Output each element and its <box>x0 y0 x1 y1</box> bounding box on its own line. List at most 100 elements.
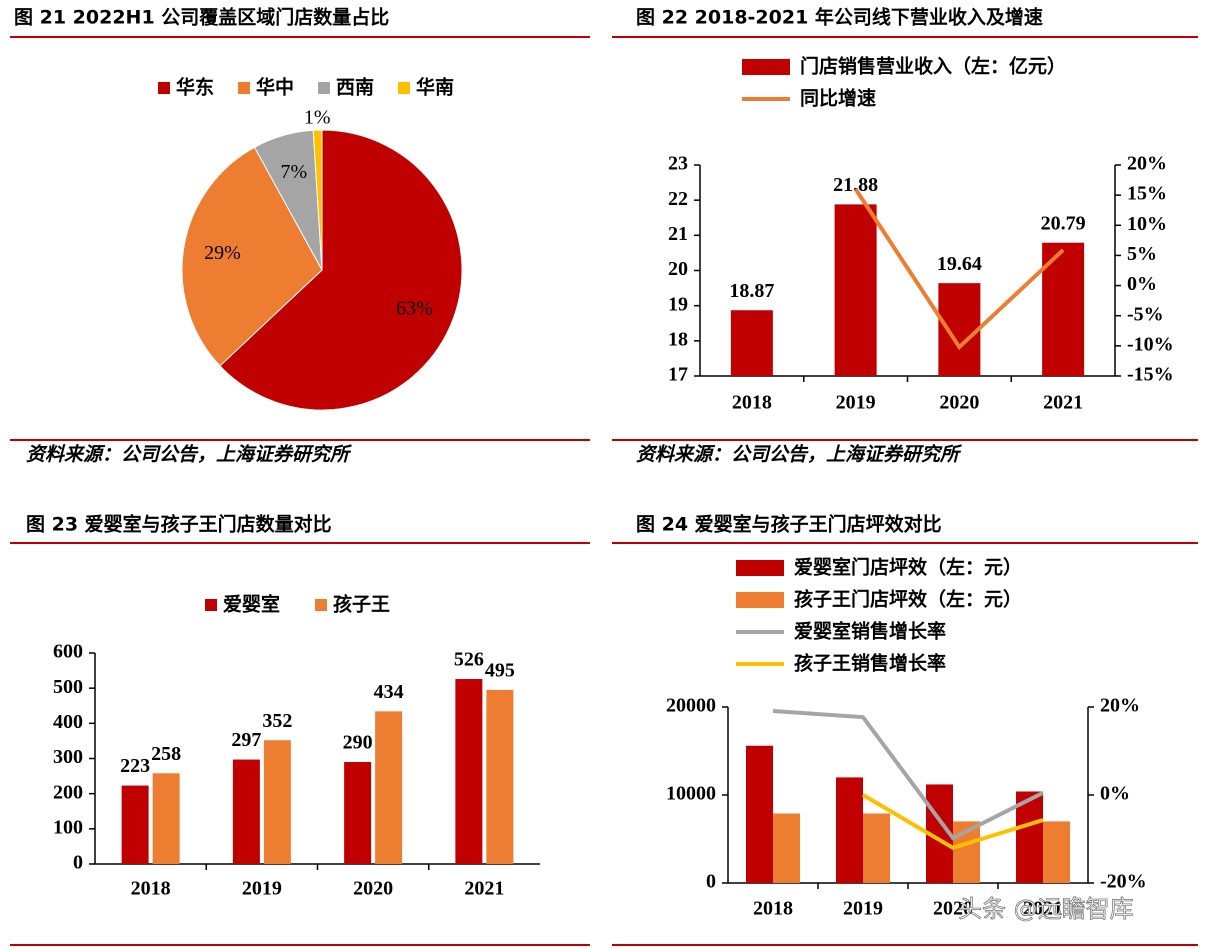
y-tick-label: 20000 <box>666 695 716 717</box>
y-tick-label: 18 <box>668 328 688 350</box>
legend-swatch <box>736 592 784 608</box>
y2-tick-label: -15% <box>1127 364 1174 386</box>
y2-tick-label: 5% <box>1127 243 1157 265</box>
data-label: 290 <box>343 732 373 754</box>
y-tick-label: 600 <box>53 641 83 663</box>
watermark: 头条 @远瞻智库 <box>958 895 1134 923</box>
bar <box>730 310 773 376</box>
x-tick-label: 2019 <box>242 878 282 900</box>
line <box>772 708 1044 841</box>
data-label: 434 <box>374 681 404 703</box>
pie-slice <box>219 129 463 411</box>
y-tick-label: 0 <box>706 871 716 893</box>
bar <box>863 813 890 883</box>
y-tick-label: 21 <box>668 223 688 245</box>
legend-label: 孩子王门店坪效（左：元） <box>794 588 1022 611</box>
y-tick-label: 23 <box>668 153 688 175</box>
y2-tick-label: 0% <box>1127 273 1157 295</box>
line <box>861 793 1044 850</box>
bar <box>1043 821 1070 883</box>
data-label: 29% <box>204 242 241 264</box>
bar <box>121 785 149 864</box>
legend-label: 同比增速 <box>800 87 876 110</box>
legend-swatch <box>315 599 327 611</box>
source: 资料来源：公司公告，上海证券研究所 <box>636 444 962 466</box>
data-label: 297 <box>231 729 261 751</box>
legend-label: 华东 <box>176 76 214 99</box>
bar <box>375 711 403 864</box>
chart-title: 图 22 2018-2021 年公司线下营业收入及增速 <box>636 6 1043 29</box>
data-label: 63% <box>396 298 433 320</box>
line <box>853 188 1065 351</box>
legend-label: 西南 <box>336 77 374 99</box>
x-tick-label: 2018 <box>131 878 171 900</box>
y-tick-label: 0 <box>73 852 83 874</box>
bar <box>773 813 800 883</box>
y2-tick-label: -10% <box>1127 333 1174 355</box>
y2-tick-label: 20% <box>1100 695 1140 717</box>
y-tick-label: 300 <box>53 746 83 768</box>
legend-swatch <box>238 82 250 94</box>
y2-tick-label: -5% <box>1127 303 1164 325</box>
x-tick-label: 2019 <box>836 392 876 414</box>
data-label: 20.79 <box>1041 212 1086 234</box>
x-tick-label: 2020 <box>939 392 979 414</box>
y2-tick-label: 10% <box>1127 213 1167 235</box>
data-label: 21.88 <box>833 174 878 196</box>
y-tick-label: 200 <box>53 781 83 803</box>
chart-title: 图 21 2022H1 公司覆盖区域门店数量占比 <box>14 6 389 29</box>
legend-label: 华中 <box>256 76 294 99</box>
data-label: 7% <box>281 161 308 183</box>
data-label: 223 <box>120 755 150 777</box>
legend-label: 爱婴室 <box>223 593 280 616</box>
x-tick-label: 2018 <box>732 392 772 414</box>
legend-swatch <box>398 82 410 94</box>
y-tick-label: 22 <box>668 188 688 210</box>
pie-slice <box>312 129 323 271</box>
y-tick-label: 400 <box>53 711 83 733</box>
legend-label: 爱婴室销售增长率 <box>794 620 946 643</box>
bar <box>455 679 483 864</box>
data-label: 258 <box>151 743 181 765</box>
x-tick-label: 2020 <box>933 898 973 920</box>
chart-title: 图 23 爱婴室与孩子王门店数量对比 <box>26 513 332 536</box>
legend-swatch <box>318 82 330 94</box>
bar <box>834 204 877 376</box>
bar <box>746 745 773 883</box>
y2-tick-label: 0% <box>1100 783 1130 805</box>
legend-label: 华南 <box>416 76 454 99</box>
data-label: 526 <box>454 649 484 671</box>
legend-label: 门店销售营业收入（左：亿元） <box>800 55 1066 78</box>
x-tick-label: 2020 <box>353 878 393 900</box>
data-label: 1% <box>304 106 331 128</box>
data-label: 19.64 <box>937 253 982 275</box>
y-tick-label: 100 <box>53 816 83 838</box>
bar <box>836 777 863 883</box>
bar <box>152 773 180 864</box>
y-tick-label: 20 <box>668 258 688 280</box>
x-tick-label: 2021 <box>464 878 504 900</box>
y-tick-label: 500 <box>53 676 83 698</box>
bar <box>232 759 260 864</box>
bar <box>486 689 514 864</box>
y2-tick-label: 20% <box>1127 153 1167 175</box>
legend-label: 爱婴室门店坪效（左：元） <box>794 556 1022 579</box>
legend-label: 孩子王销售增长率 <box>794 652 946 675</box>
x-tick-label: 2018 <box>753 898 793 920</box>
bar <box>938 283 981 376</box>
data-label: 495 <box>485 660 515 682</box>
pie-slice <box>181 146 323 367</box>
x-tick-label: 2021 <box>1043 392 1083 414</box>
legend-swatch <box>205 599 217 611</box>
y-tick-label: 17 <box>668 364 688 386</box>
data-label: 352 <box>262 710 292 732</box>
y2-tick-label: 15% <box>1127 183 1167 205</box>
x-tick-label: 2019 <box>843 898 883 920</box>
legend-swatch <box>158 82 170 94</box>
data-label: 18.87 <box>729 280 774 302</box>
y-tick-label: 19 <box>668 293 688 315</box>
bar <box>263 740 291 864</box>
legend-swatch <box>742 59 790 75</box>
bar <box>344 762 372 864</box>
